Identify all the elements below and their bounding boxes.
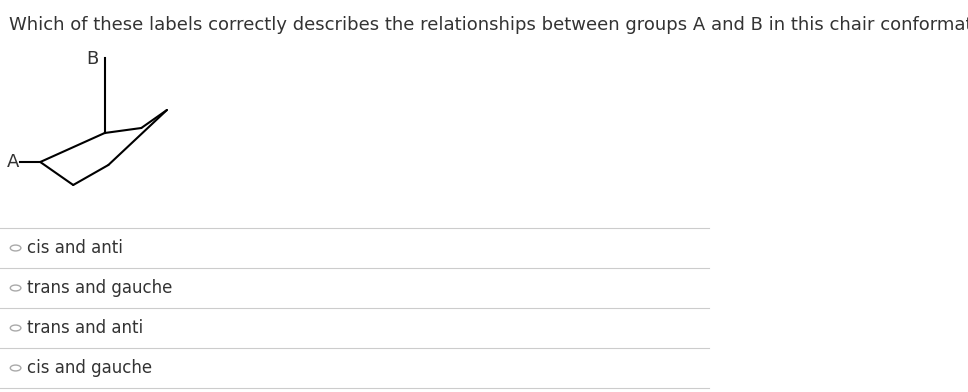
Text: Which of these labels correctly describes the relationships between groups A and: Which of these labels correctly describe… bbox=[9, 16, 968, 34]
Text: cis and anti: cis and anti bbox=[27, 239, 123, 257]
Text: trans and anti: trans and anti bbox=[27, 319, 143, 337]
Text: A: A bbox=[8, 153, 19, 171]
Text: B: B bbox=[86, 50, 99, 68]
Text: trans and gauche: trans and gauche bbox=[27, 279, 172, 297]
Text: cis and gauche: cis and gauche bbox=[27, 359, 152, 377]
